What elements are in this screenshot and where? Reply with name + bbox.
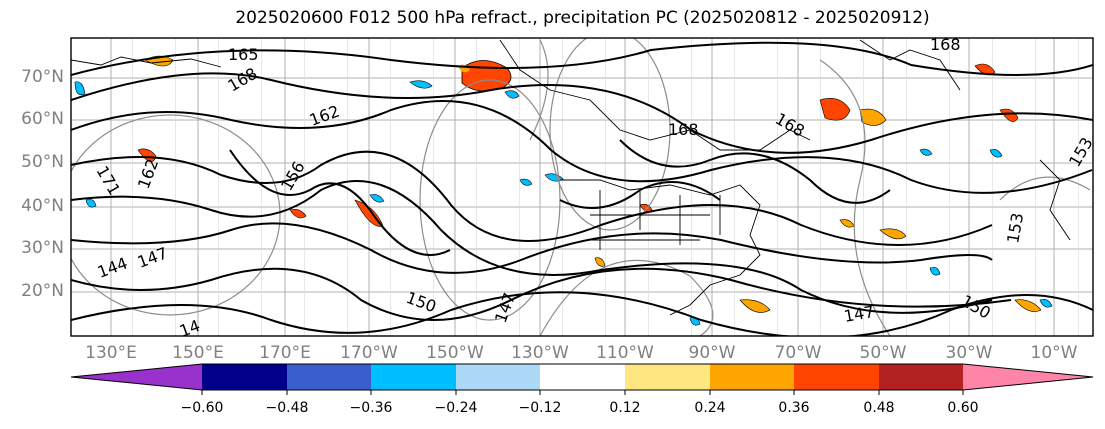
contour-label: 165 [228,45,259,64]
colorbar-tick-label: −0.60 [180,400,224,416]
colorbar-segment [540,364,625,390]
latitude-label: 50°N [21,152,64,172]
longitude-label: 130°E [85,343,137,363]
map-title: 2025020600 F012 500 hPa refract., precip… [235,8,930,28]
latitude-label: 60°N [21,109,64,129]
colorbar-tick-label: 0.24 [694,400,726,416]
colorbar-segment [287,364,371,390]
colorbar-tick-label: −0.24 [434,400,478,416]
colorbar-segment [794,364,879,390]
longitude-label: 170°W [340,343,398,363]
map-background [71,38,1093,336]
colorbar-tick-label: 0.12 [609,400,641,416]
colorbar-tick-label: −0.12 [518,400,562,416]
latitude-label: 40°N [21,196,64,216]
precip-anomaly-patches [74,55,1053,326]
colorbar-segment [710,364,794,390]
colorbar-segment [456,364,540,390]
longitude-label: 10°W [1030,343,1078,363]
longitude-label: 170°E [259,343,311,363]
colorbar-segment [879,364,963,390]
longitude-label: 150°W [426,343,484,363]
longitude-label: 30°W [945,343,993,363]
colorbar-tick-label: 0.36 [778,400,810,416]
colorbar-tick-label: −0.48 [265,400,309,416]
colorbar-segment [625,364,710,390]
colorbar-extend-low [71,364,202,390]
longitude-label: 110°W [596,343,654,363]
latitude-label: 20°N [21,281,64,301]
longitude-label: 150°E [172,343,224,363]
colorbar-tick-label: 0.48 [863,400,895,416]
contour-label: 168 [930,35,961,54]
latitude-label: 70°N [21,67,64,87]
black-isolines [71,41,1093,336]
colorbar-segment [202,364,287,390]
colorbar [70,363,1094,395]
longitude-label: 70°W [774,343,822,363]
map-frame [70,37,1094,337]
longitude-label: 130°W [511,343,569,363]
colorbar-tick-label: −0.36 [349,400,393,416]
coastlines [71,39,1071,316]
contour-label: 168 [668,120,699,139]
latitude-label: 30°N [21,238,64,258]
longitude-label: 90°W [688,343,736,363]
colorbar-tick-label: 0.60 [947,400,979,416]
colorbar-segment [371,364,456,390]
colorbar-extend-high [963,364,1093,390]
longitude-label: 50°W [859,343,907,363]
